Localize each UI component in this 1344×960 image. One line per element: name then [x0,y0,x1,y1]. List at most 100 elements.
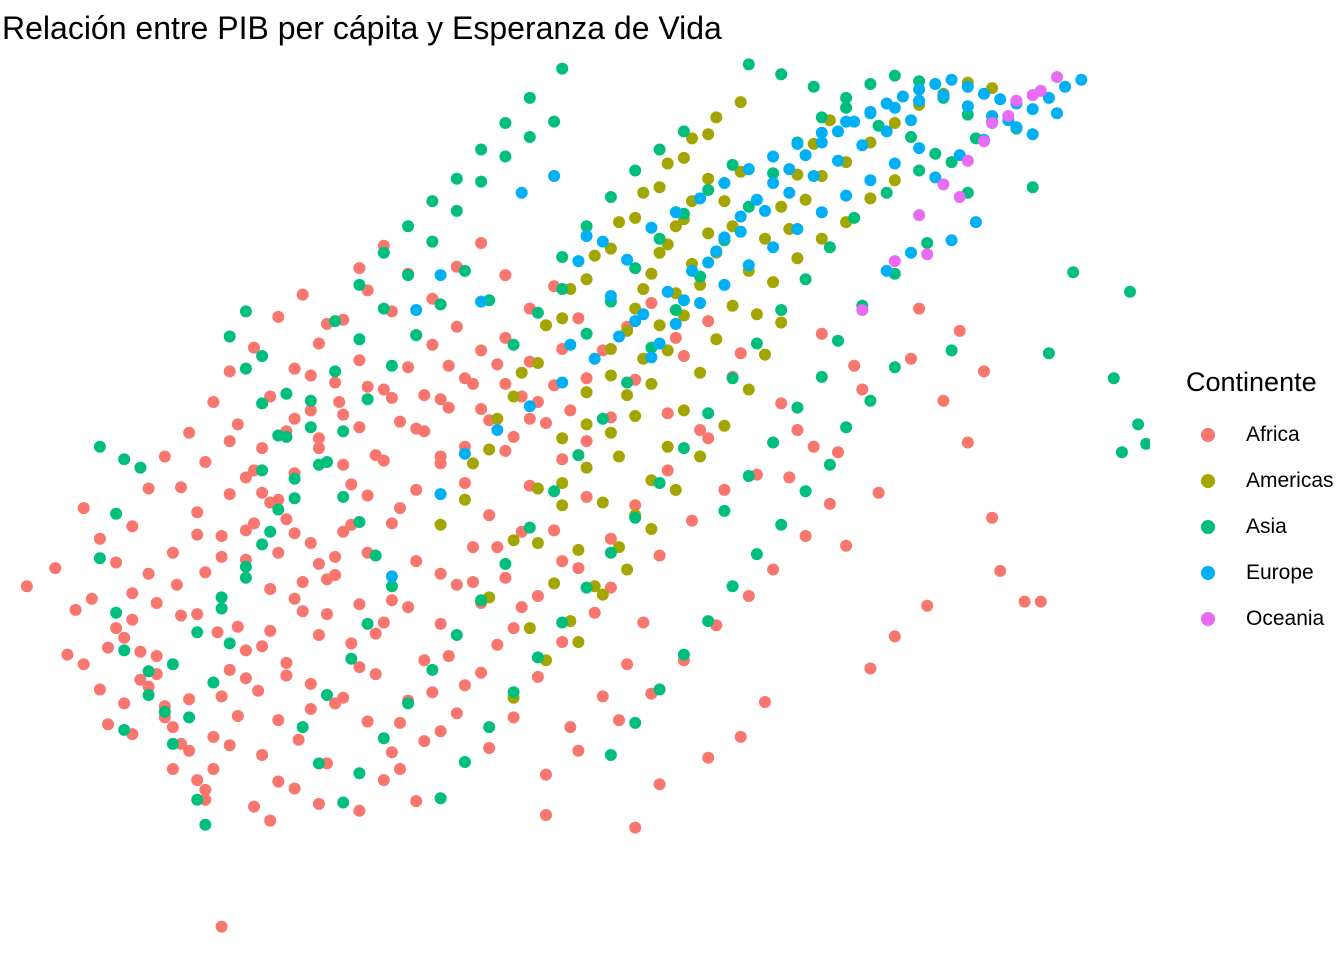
point-africa-290 [337,408,350,421]
point-asia-5 [110,606,123,619]
point-oceania-12 [1002,110,1015,122]
point-europe-80 [694,297,707,309]
point-asia-17 [256,538,269,551]
point-africa-20 [211,626,224,639]
point-asia-45 [499,557,512,570]
point-asia-180 [166,658,179,671]
point-asia-119 [499,150,512,163]
point-americas-96 [718,419,731,432]
point-americas-84 [613,216,625,229]
point-americas-34 [629,410,642,422]
point-asia-106 [653,683,666,696]
point-europe-23 [896,90,909,103]
point-africa-5 [126,613,139,626]
legend-title: Continente [1186,367,1317,397]
point-africa-88 [564,721,577,734]
point-africa-92 [604,581,617,594]
point-africa-224 [450,707,463,720]
point-africa-26 [207,730,220,743]
point-africa-195 [450,320,463,333]
point-asia-4 [93,552,106,565]
point-asia-71 [823,241,836,254]
point-africa-21 [223,663,236,676]
point-americas-42 [556,477,569,489]
point-americas-77 [888,174,901,187]
point-africa-296 [191,528,204,541]
point-africa-93 [653,549,666,562]
point-asia-58 [815,111,828,124]
point-africa-256 [223,365,236,378]
point-europe-72 [888,157,901,170]
point-americas-32 [596,496,609,509]
point-africa-179 [434,457,447,470]
point-africa-134 [986,511,999,524]
point-americas-97 [742,383,755,396]
point-africa-299 [126,587,139,600]
point-americas-21 [621,389,634,402]
point-europe-81 [669,317,682,330]
point-asia-117 [450,204,463,217]
point-africa-119 [759,696,771,708]
point-americas-54 [556,432,569,445]
point-europe-57 [694,192,707,205]
point-africa-230 [491,541,504,554]
point-asia-124 [377,246,390,259]
point-africa-18 [170,578,183,591]
point-americas-88 [710,111,723,124]
point-africa-162 [248,517,260,530]
point-africa-257 [353,262,366,275]
point-africa-243 [394,415,406,428]
point-africa-138 [304,677,317,690]
point-africa-218 [199,783,212,796]
legend-label: Europe [1246,561,1314,584]
point-americas-87 [686,132,698,145]
point-africa-273 [815,327,828,340]
point-asia-22 [239,362,252,375]
point-africa-174 [312,557,325,570]
point-asia-134 [807,80,820,93]
point-europe-66 [913,94,926,107]
point-africa-126 [791,424,804,436]
point-africa-266 [572,312,585,325]
point-africa-10 [166,721,179,734]
point-africa-14 [191,774,204,787]
point-africa-95 [718,483,731,496]
point-asia-121 [548,115,561,128]
point-europe-47 [613,330,625,343]
point-africa-271 [702,315,715,328]
point-americas-111 [702,128,715,141]
point-oceania-5 [986,117,999,129]
point-africa-31 [280,669,293,682]
point-asia-112 [329,365,342,378]
point-asia-101 [775,518,788,531]
point-europe-12 [718,231,731,244]
point-asia-2 [134,461,147,474]
point-asia-115 [402,269,415,282]
point-americas-73 [791,252,804,265]
point-oceania-3 [937,178,950,191]
point-americas-79 [491,412,504,425]
point-asia-37 [312,757,325,770]
point-asia-75 [726,372,739,385]
point-europe-8 [410,304,423,316]
point-asia-8 [158,705,171,718]
point-africa-120 [864,662,877,675]
point-africa-159 [321,608,333,621]
point-africa-206 [183,426,196,439]
point-asia-113 [353,333,366,346]
point-europe-83 [621,253,634,266]
point-asia-129 [499,117,512,129]
point-europe-34 [1075,73,1088,86]
point-asia-174 [312,458,325,471]
point-africa-39 [175,481,187,494]
point-americas-29 [523,622,536,635]
point-americas-89 [734,96,747,109]
point-americas-43 [580,418,593,431]
point-asia-100 [799,485,812,498]
point-asia-162 [629,262,642,275]
point-africa-83 [556,636,569,648]
point-asia-87 [434,792,447,805]
point-asia-29 [337,490,350,503]
point-africa-144 [288,782,301,795]
point-americas-36 [661,344,674,357]
